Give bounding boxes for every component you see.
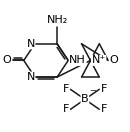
Text: F: F <box>63 84 69 94</box>
Text: F: F <box>63 104 69 114</box>
Text: −: − <box>89 86 96 95</box>
Text: O: O <box>109 55 118 65</box>
Text: F: F <box>100 84 107 94</box>
Text: N: N <box>27 72 35 82</box>
Text: B: B <box>81 94 89 104</box>
Text: N⁺: N⁺ <box>92 55 106 65</box>
Text: NH₂: NH₂ <box>47 15 68 25</box>
Text: NH: NH <box>69 55 86 65</box>
Text: N: N <box>27 39 35 49</box>
Text: F: F <box>100 104 107 114</box>
Text: O: O <box>3 55 12 65</box>
